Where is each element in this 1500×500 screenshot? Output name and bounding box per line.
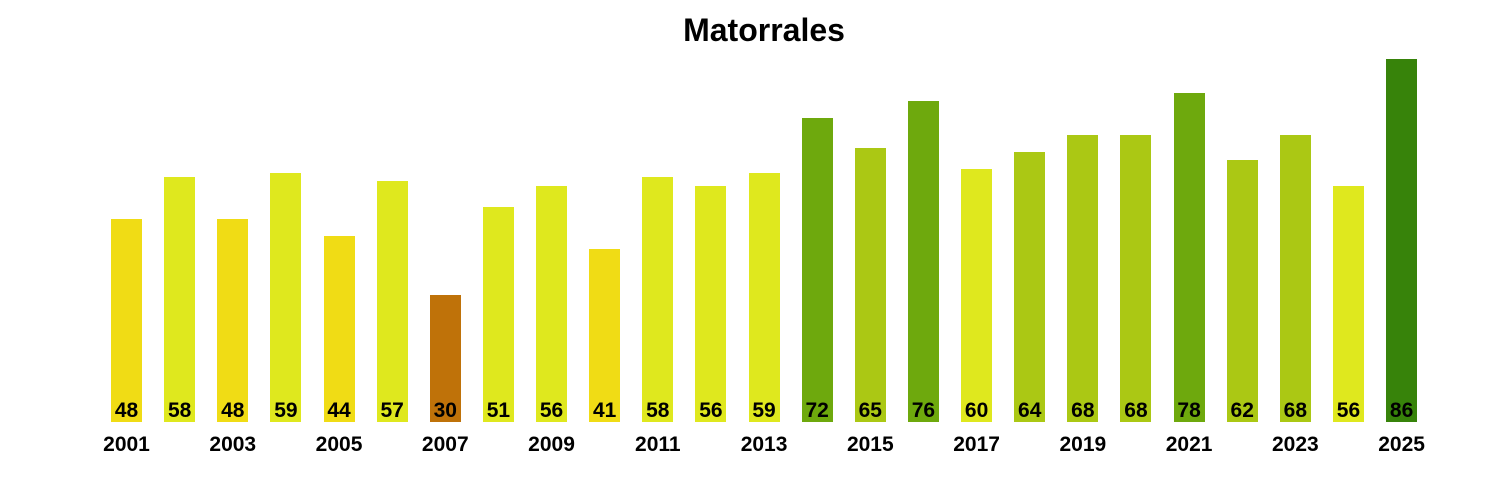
bar-2020: [1120, 135, 1152, 422]
bar-2015: [854, 147, 886, 422]
bar-2024: [1332, 185, 1364, 422]
bar-value-label-2010: 41: [592, 399, 617, 422]
bar-value-label-2008: 51: [486, 399, 511, 422]
bar-2022: [1226, 160, 1258, 422]
bar-2010: [589, 248, 621, 422]
bar-value-label-2005: 44: [327, 399, 351, 422]
x-tick-label-2001: 2001: [103, 433, 150, 456]
bar-value-label-2018: 64: [1018, 399, 1042, 422]
bar-value-label-2020: 68: [1124, 399, 1148, 422]
bar-2013: [748, 173, 780, 422]
bar-2008: [482, 206, 514, 422]
bar-2025: [1386, 59, 1418, 422]
bar-2004: [270, 173, 302, 422]
bar-2023: [1279, 135, 1311, 422]
bar-value-label-2016: 76: [911, 399, 936, 422]
bar-2019: [1067, 135, 1099, 422]
x-tick-label-2009: 2009: [528, 433, 575, 456]
bar-2017: [961, 168, 993, 422]
bar-value-label-2015: 65: [858, 399, 882, 422]
bar-value-label-2022: 62: [1230, 399, 1254, 422]
x-tick-label-2019: 2019: [1059, 433, 1107, 456]
x-tick-label-2017: 2017: [953, 433, 1000, 456]
bar-2012: [695, 185, 727, 422]
bar-value-label-2001: 48: [114, 399, 139, 422]
x-tick-label-2023: 2023: [1272, 433, 1319, 456]
bar-value-label-2006: 57: [380, 399, 404, 422]
bar-2002: [164, 177, 196, 422]
bar-value-label-2019: 68: [1071, 399, 1095, 422]
bar-value-label-2013: 59: [752, 399, 776, 422]
bar-value-label-2004: 59: [274, 399, 298, 422]
bar-value-label-2012: 56: [699, 399, 723, 422]
bar-value-label-2025: 86: [1389, 399, 1414, 422]
bar-2005: [323, 236, 355, 422]
bar-2007: [429, 295, 461, 422]
bar-value-label-2021: 78: [1177, 399, 1201, 422]
x-tick-label-2025: 2025: [1378, 433, 1425, 456]
bar-2003: [217, 219, 249, 422]
x-tick-label-2011: 2011: [635, 433, 681, 456]
bar-2014: [801, 118, 833, 422]
x-tick-label-2003: 2003: [209, 433, 257, 456]
bar-value-label-2017: 60: [964, 399, 989, 422]
bar-2011: [642, 177, 674, 422]
bar-value-label-2002: 58: [167, 399, 192, 422]
bar-value-label-2014: 72: [805, 399, 829, 422]
bar-2016: [907, 101, 939, 422]
bar-2018: [1014, 151, 1046, 422]
bar-value-label-2023: 68: [1283, 399, 1308, 422]
chart-title: Matorrales: [683, 12, 845, 48]
bar-value-label-2024: 56: [1336, 399, 1361, 422]
x-tick-label-2013: 2013: [740, 433, 788, 456]
x-tick-label-2005: 2005: [315, 433, 363, 456]
bar-2009: [536, 185, 568, 422]
bar-value-label-2003: 48: [221, 399, 245, 422]
x-tick-label-2007: 2007: [421, 433, 469, 456]
bar-2006: [376, 181, 408, 422]
x-tick-label-2021: 2021: [1165, 433, 1213, 456]
bar-2021: [1173, 92, 1205, 422]
bar-value-label-2009: 56: [539, 399, 564, 422]
x-tick-label-2015: 2015: [846, 433, 894, 456]
bar-value-label-2011: 58: [646, 399, 670, 422]
bar-2001: [111, 219, 142, 422]
bar-value-label-2007: 30: [433, 399, 457, 422]
